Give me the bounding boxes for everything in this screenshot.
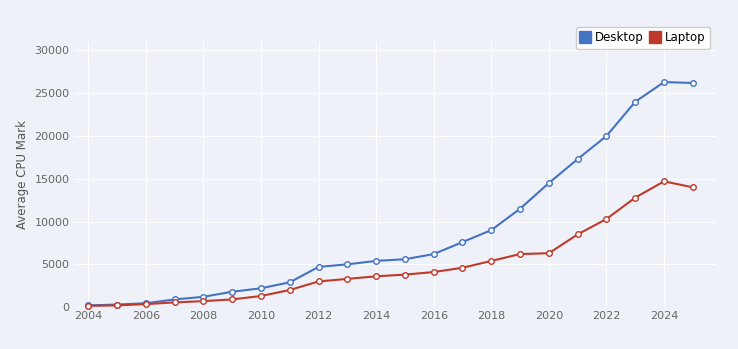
Laptop	[228, 297, 237, 302]
Desktop	[401, 257, 410, 261]
Laptop	[113, 303, 122, 307]
Legend: Desktop, Laptop: Desktop, Laptop	[576, 27, 710, 49]
Desktop	[84, 303, 93, 307]
Laptop	[401, 273, 410, 277]
Desktop	[573, 157, 582, 161]
Desktop	[631, 100, 640, 104]
Desktop	[689, 81, 697, 85]
Desktop	[170, 297, 179, 302]
Desktop	[314, 265, 323, 269]
Desktop	[228, 290, 237, 294]
Laptop	[314, 279, 323, 283]
Desktop	[199, 295, 208, 299]
Laptop	[84, 304, 93, 308]
Laptop	[689, 185, 697, 190]
Line: Desktop: Desktop	[86, 79, 696, 308]
Desktop	[487, 228, 496, 232]
Laptop	[199, 299, 208, 303]
Desktop	[372, 259, 381, 263]
Desktop	[516, 207, 525, 211]
Desktop	[545, 181, 554, 185]
Laptop	[372, 274, 381, 279]
Desktop	[142, 301, 151, 305]
Line: Laptop: Laptop	[86, 179, 696, 309]
Laptop	[631, 195, 640, 200]
Laptop	[458, 266, 467, 270]
Laptop	[142, 302, 151, 306]
Laptop	[573, 232, 582, 237]
Laptop	[170, 300, 179, 305]
Desktop	[113, 303, 122, 307]
Desktop	[660, 80, 669, 84]
Laptop	[430, 270, 438, 274]
Laptop	[286, 288, 294, 292]
Desktop	[430, 252, 438, 256]
Desktop	[343, 262, 352, 266]
Desktop	[458, 240, 467, 244]
Desktop	[602, 134, 611, 138]
Laptop	[257, 294, 266, 298]
Laptop	[487, 259, 496, 263]
Laptop	[343, 277, 352, 281]
Y-axis label: Average CPU Mark: Average CPU Mark	[16, 120, 29, 229]
Desktop	[286, 280, 294, 284]
Desktop	[257, 286, 266, 290]
Laptop	[602, 217, 611, 221]
Laptop	[545, 251, 554, 255]
Laptop	[516, 252, 525, 256]
Laptop	[660, 179, 669, 184]
